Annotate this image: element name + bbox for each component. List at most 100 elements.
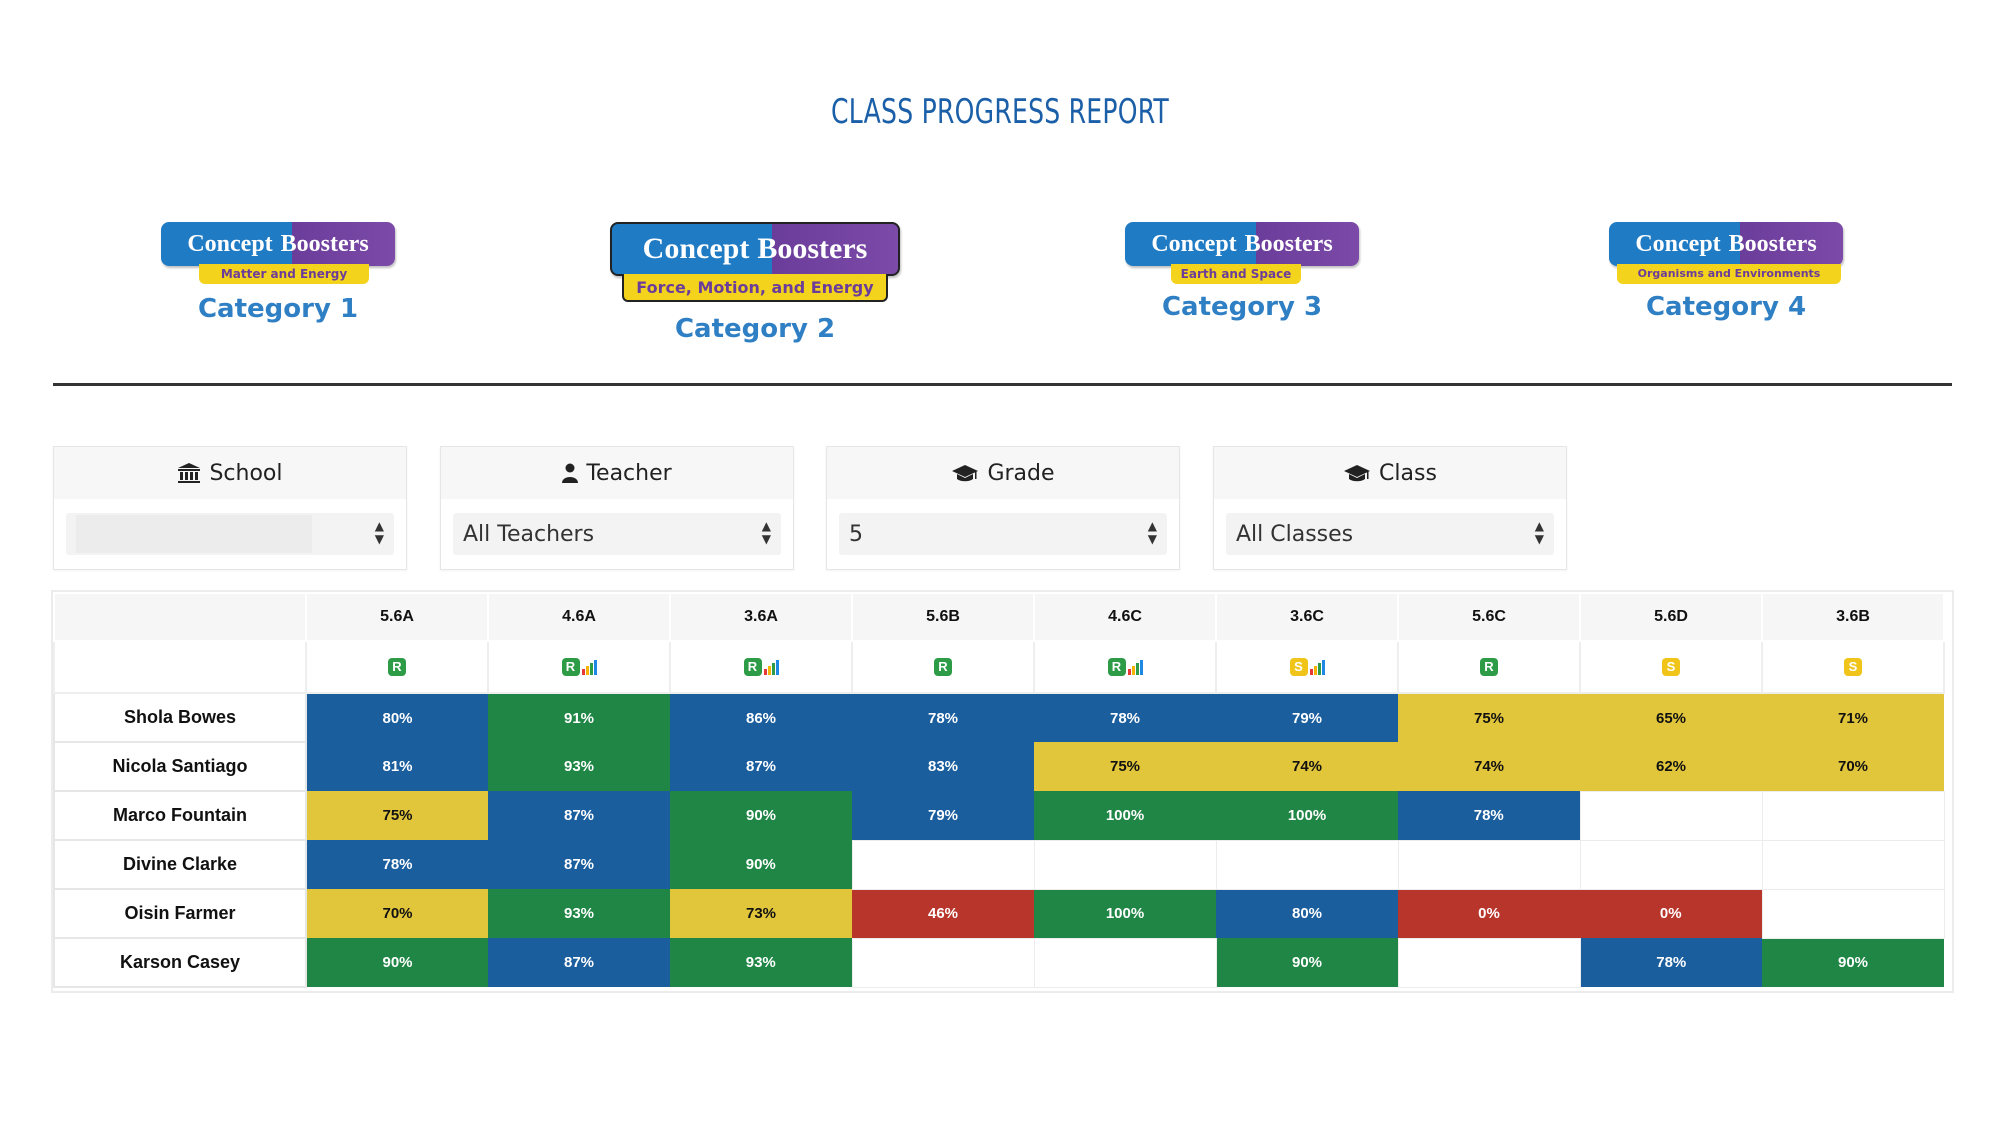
logo-brand-left: Concept (1151, 230, 1237, 257)
score-cell[interactable]: 71% (1762, 693, 1944, 742)
student-name[interactable]: Shola Bowes (53, 692, 307, 743)
score-cell[interactable]: 100% (1034, 889, 1216, 938)
score-cell[interactable]: 78% (1580, 938, 1762, 987)
logo-subtitle: Organisms and Environments (1617, 264, 1841, 284)
student-name[interactable]: Divine Clarke (53, 839, 307, 890)
sort-arrows-icon: ▲ ▼ (1147, 519, 1157, 546)
score-cell[interactable]: 90% (306, 938, 488, 987)
progress-table-frame (51, 590, 1954, 993)
class-filter: Class All Classes ▲ ▼ (1213, 446, 1567, 570)
score-cell[interactable]: 100% (1034, 791, 1216, 840)
score-cell[interactable]: 70% (306, 889, 488, 938)
category-card-1[interactable]: Concept Boosters Matter and Energy Categ… (148, 222, 408, 324)
student-name[interactable]: Marco Fountain (53, 790, 307, 841)
progress-table: 5.6A 4.6A 3.6A 5.6B 4.6C 3.6C 5.6C 5.6D 3.6B R R R… (53, 592, 1945, 988)
mode-icons: R (743, 657, 779, 676)
mode-icons: R (1480, 657, 1498, 676)
mode-cell: S (1579, 640, 1763, 694)
score-cell[interactable]: 90% (1216, 938, 1398, 987)
score-cell[interactable]: 93% (488, 742, 670, 791)
score-cell[interactable]: 87% (670, 742, 852, 791)
score-cell[interactable]: 75% (1398, 693, 1580, 742)
score-cell[interactable]: 0% (1398, 889, 1580, 938)
column-header[interactable]: 3.6A (669, 592, 853, 642)
category-card-3[interactable]: Concept Boosters Earth and Space Categor… (1112, 222, 1372, 322)
grade-select[interactable]: 5 ▲ ▼ (839, 513, 1167, 555)
logo-brand: Concept Boosters (161, 222, 395, 266)
score-cell[interactable]: 90% (670, 840, 852, 889)
score-cell[interactable]: 79% (1216, 693, 1398, 742)
logo-brand: Concept Boosters (1125, 222, 1359, 266)
score-cell[interactable]: 87% (488, 791, 670, 840)
score-cell (1761, 839, 1945, 890)
mode-cell: R (1397, 640, 1581, 694)
score-cell (1215, 839, 1399, 890)
teacher-filter: Teacher All Teachers ▲ ▼ (440, 446, 794, 570)
score-cell[interactable]: 73% (670, 889, 852, 938)
concept-boosters-logo: Concept Boosters Force, Motion, and Ener… (610, 222, 900, 304)
score-cell[interactable]: 78% (1398, 791, 1580, 840)
logo-brand-right: Boosters (1728, 230, 1817, 257)
column-header[interactable]: 5.6D (1579, 592, 1763, 642)
score-cell[interactable]: 80% (1216, 889, 1398, 938)
category-label[interactable]: Category 3 (1161, 292, 1323, 322)
school-filter-label: School (209, 460, 283, 486)
score-cell[interactable]: 74% (1398, 742, 1580, 791)
school-select[interactable]: ▲ ▼ (66, 513, 394, 555)
score-cell[interactable]: 78% (852, 693, 1034, 742)
column-header[interactable]: 5.6C (1397, 592, 1581, 642)
score-cell[interactable]: 87% (488, 840, 670, 889)
column-header[interactable]: 3.6B (1761, 592, 1945, 642)
score-cell[interactable]: 90% (670, 791, 852, 840)
sort-arrows-icon: ▲ ▼ (374, 519, 384, 546)
score-cell[interactable]: 79% (852, 791, 1034, 840)
column-header[interactable]: 3.6C (1215, 592, 1399, 642)
category-label[interactable]: Category 4 (1645, 292, 1807, 322)
score-cell[interactable]: 91% (488, 693, 670, 742)
mode-cell: R (669, 640, 853, 694)
column-header[interactable]: 4.6A (487, 592, 671, 642)
student-row: Nicola Santiago 81% 93% 87% 83% 75% 74% 74% 62% 7… (53, 741, 1944, 792)
score-cell[interactable]: 100% (1216, 791, 1398, 840)
category-card-4[interactable]: Concept Boosters Organisms and Environme… (1596, 222, 1856, 322)
score-cell (1579, 839, 1763, 890)
student-name[interactable]: Oisin Farmer (53, 888, 307, 939)
score-cell[interactable]: 81% (306, 742, 488, 791)
column-header[interactable]: 5.6A (305, 592, 489, 642)
score-cell[interactable]: 0% (1580, 889, 1762, 938)
category-label[interactable]: Category 2 (674, 314, 836, 344)
score-cell[interactable]: 70% (1762, 742, 1944, 791)
student-name[interactable]: Karson Casey (53, 937, 307, 988)
score-cell[interactable]: 78% (306, 840, 488, 889)
score-cell[interactable]: 75% (1034, 742, 1216, 791)
student-name[interactable]: Nicola Santiago (53, 741, 307, 792)
score-cell[interactable]: 83% (852, 742, 1034, 791)
score-cell[interactable]: 86% (670, 693, 852, 742)
sort-arrows-icon: ▲ ▼ (761, 519, 771, 546)
score-cell[interactable]: 78% (1034, 693, 1216, 742)
category-label[interactable]: Category 1 (197, 294, 359, 324)
score-cell[interactable]: 87% (488, 938, 670, 987)
score-cell[interactable]: 62% (1580, 742, 1762, 791)
score-cell[interactable]: 46% (852, 889, 1034, 938)
s-badge-icon: S (1662, 657, 1680, 676)
score-cell[interactable]: 80% (306, 693, 488, 742)
score-cell[interactable]: 74% (1216, 742, 1398, 791)
column-header[interactable]: 4.6C (1033, 592, 1217, 642)
class-select[interactable]: All Classes ▲ ▼ (1226, 513, 1554, 555)
score-cell[interactable]: 93% (488, 889, 670, 938)
page-title: CLASS PROGRESS REPORT (831, 92, 1169, 132)
score-cell[interactable]: 93% (670, 938, 852, 987)
mode-icons: S (1662, 657, 1680, 676)
score-cell[interactable]: 65% (1580, 693, 1762, 742)
concept-boosters-logo: Concept Boosters Earth and Space (1125, 222, 1359, 286)
column-header-row: 5.6A 4.6A 3.6A 5.6B 4.6C 3.6C 5.6C 5.6D 3.6B (53, 592, 1945, 642)
student-row: Marco Fountain 75% 87% 90% 79% 100% 100% 78% (53, 790, 1945, 841)
score-cell[interactable]: 90% (1762, 938, 1944, 987)
category-card-2[interactable]: Concept Boosters Force, Motion, and Ener… (610, 222, 900, 344)
mode-cell: R (851, 640, 1035, 694)
column-header[interactable]: 5.6B (851, 592, 1035, 642)
grade-filter-label: Grade (987, 460, 1055, 486)
teacher-select[interactable]: All Teachers ▲ ▼ (453, 513, 781, 555)
score-cell[interactable]: 75% (306, 791, 488, 840)
